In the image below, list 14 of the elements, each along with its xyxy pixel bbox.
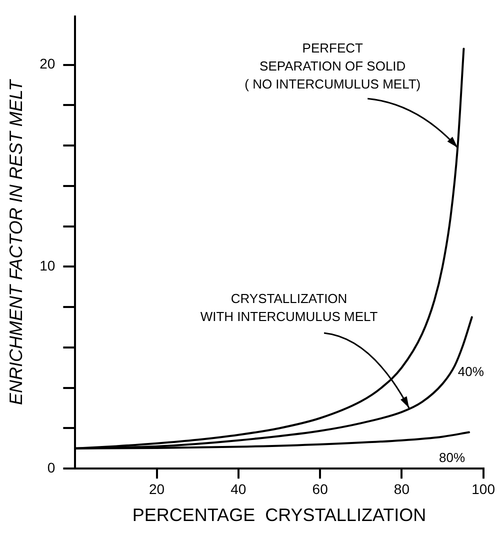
y-tick-label: 10 <box>40 258 56 274</box>
x-tick-label: 80 <box>394 480 410 497</box>
x-tick-label: 40 <box>230 480 246 497</box>
x-tick-label: 20 <box>149 480 165 497</box>
x-axis-title: PERCENTAGE CRYSTALLIZATION <box>132 505 426 526</box>
annotation: CRYSTALLIZATION WITH INTERCUMULUS MELT <box>200 291 378 324</box>
series-label: 80% <box>439 450 466 465</box>
x-tick-label: 100 <box>472 480 496 497</box>
series-label: 40% <box>458 364 484 379</box>
y-tick-label: 20 <box>40 56 56 72</box>
x-tick-label: 60 <box>312 480 328 497</box>
annotation: PERFECT SEPARATION OF SOLID ( NO INTERCUMULUS MELT) <box>244 40 421 92</box>
y-tick-label: 0 <box>47 459 56 476</box>
y-axis-title: ENRICHMENT FACTOR IN REST MELT <box>6 78 26 406</box>
